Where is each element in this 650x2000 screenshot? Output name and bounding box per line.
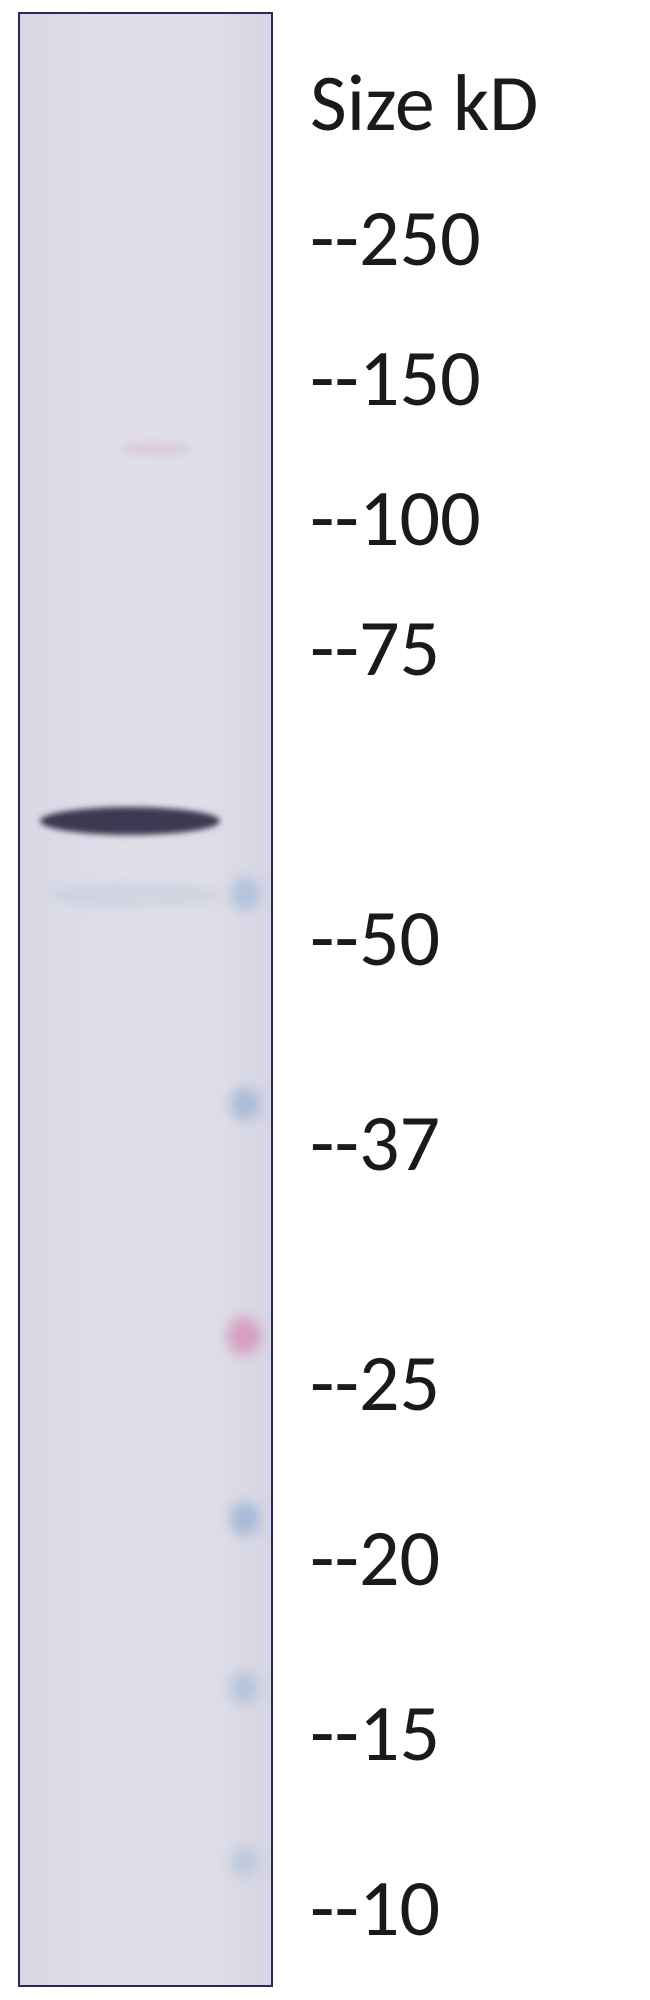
- size-label-10: --10: [310, 1860, 440, 1957]
- ladder-marker-spot: [230, 1847, 258, 1877]
- ladder-marker-spot: [227, 1317, 261, 1355]
- size-label-75: --75: [310, 600, 440, 697]
- faint-band: [50, 882, 220, 908]
- size-label-150: --150: [310, 330, 481, 427]
- size-label-37: --37: [310, 1095, 440, 1192]
- ladder-marker-spot: [230, 1672, 258, 1704]
- ladder-marker-spot: [230, 1087, 260, 1121]
- gel-lane: [18, 12, 273, 1987]
- size-header: Size kD: [310, 55, 538, 152]
- ladder-marker-spot: [230, 1502, 260, 1536]
- size-label-50: --50: [310, 890, 440, 987]
- protein-band: [40, 807, 220, 835]
- size-label-20: --20: [310, 1510, 440, 1607]
- blot-figure: Size kD --250 --150 --100 --75 --50 --37 --25 -…: [0, 0, 650, 2000]
- size-label-25: --25: [310, 1335, 440, 1432]
- size-label-15: --15: [310, 1685, 440, 1782]
- faint-band: [120, 442, 190, 456]
- ladder-marker-spot: [230, 877, 260, 911]
- size-label-100: --100: [310, 470, 481, 567]
- size-label-250: --250: [310, 190, 481, 287]
